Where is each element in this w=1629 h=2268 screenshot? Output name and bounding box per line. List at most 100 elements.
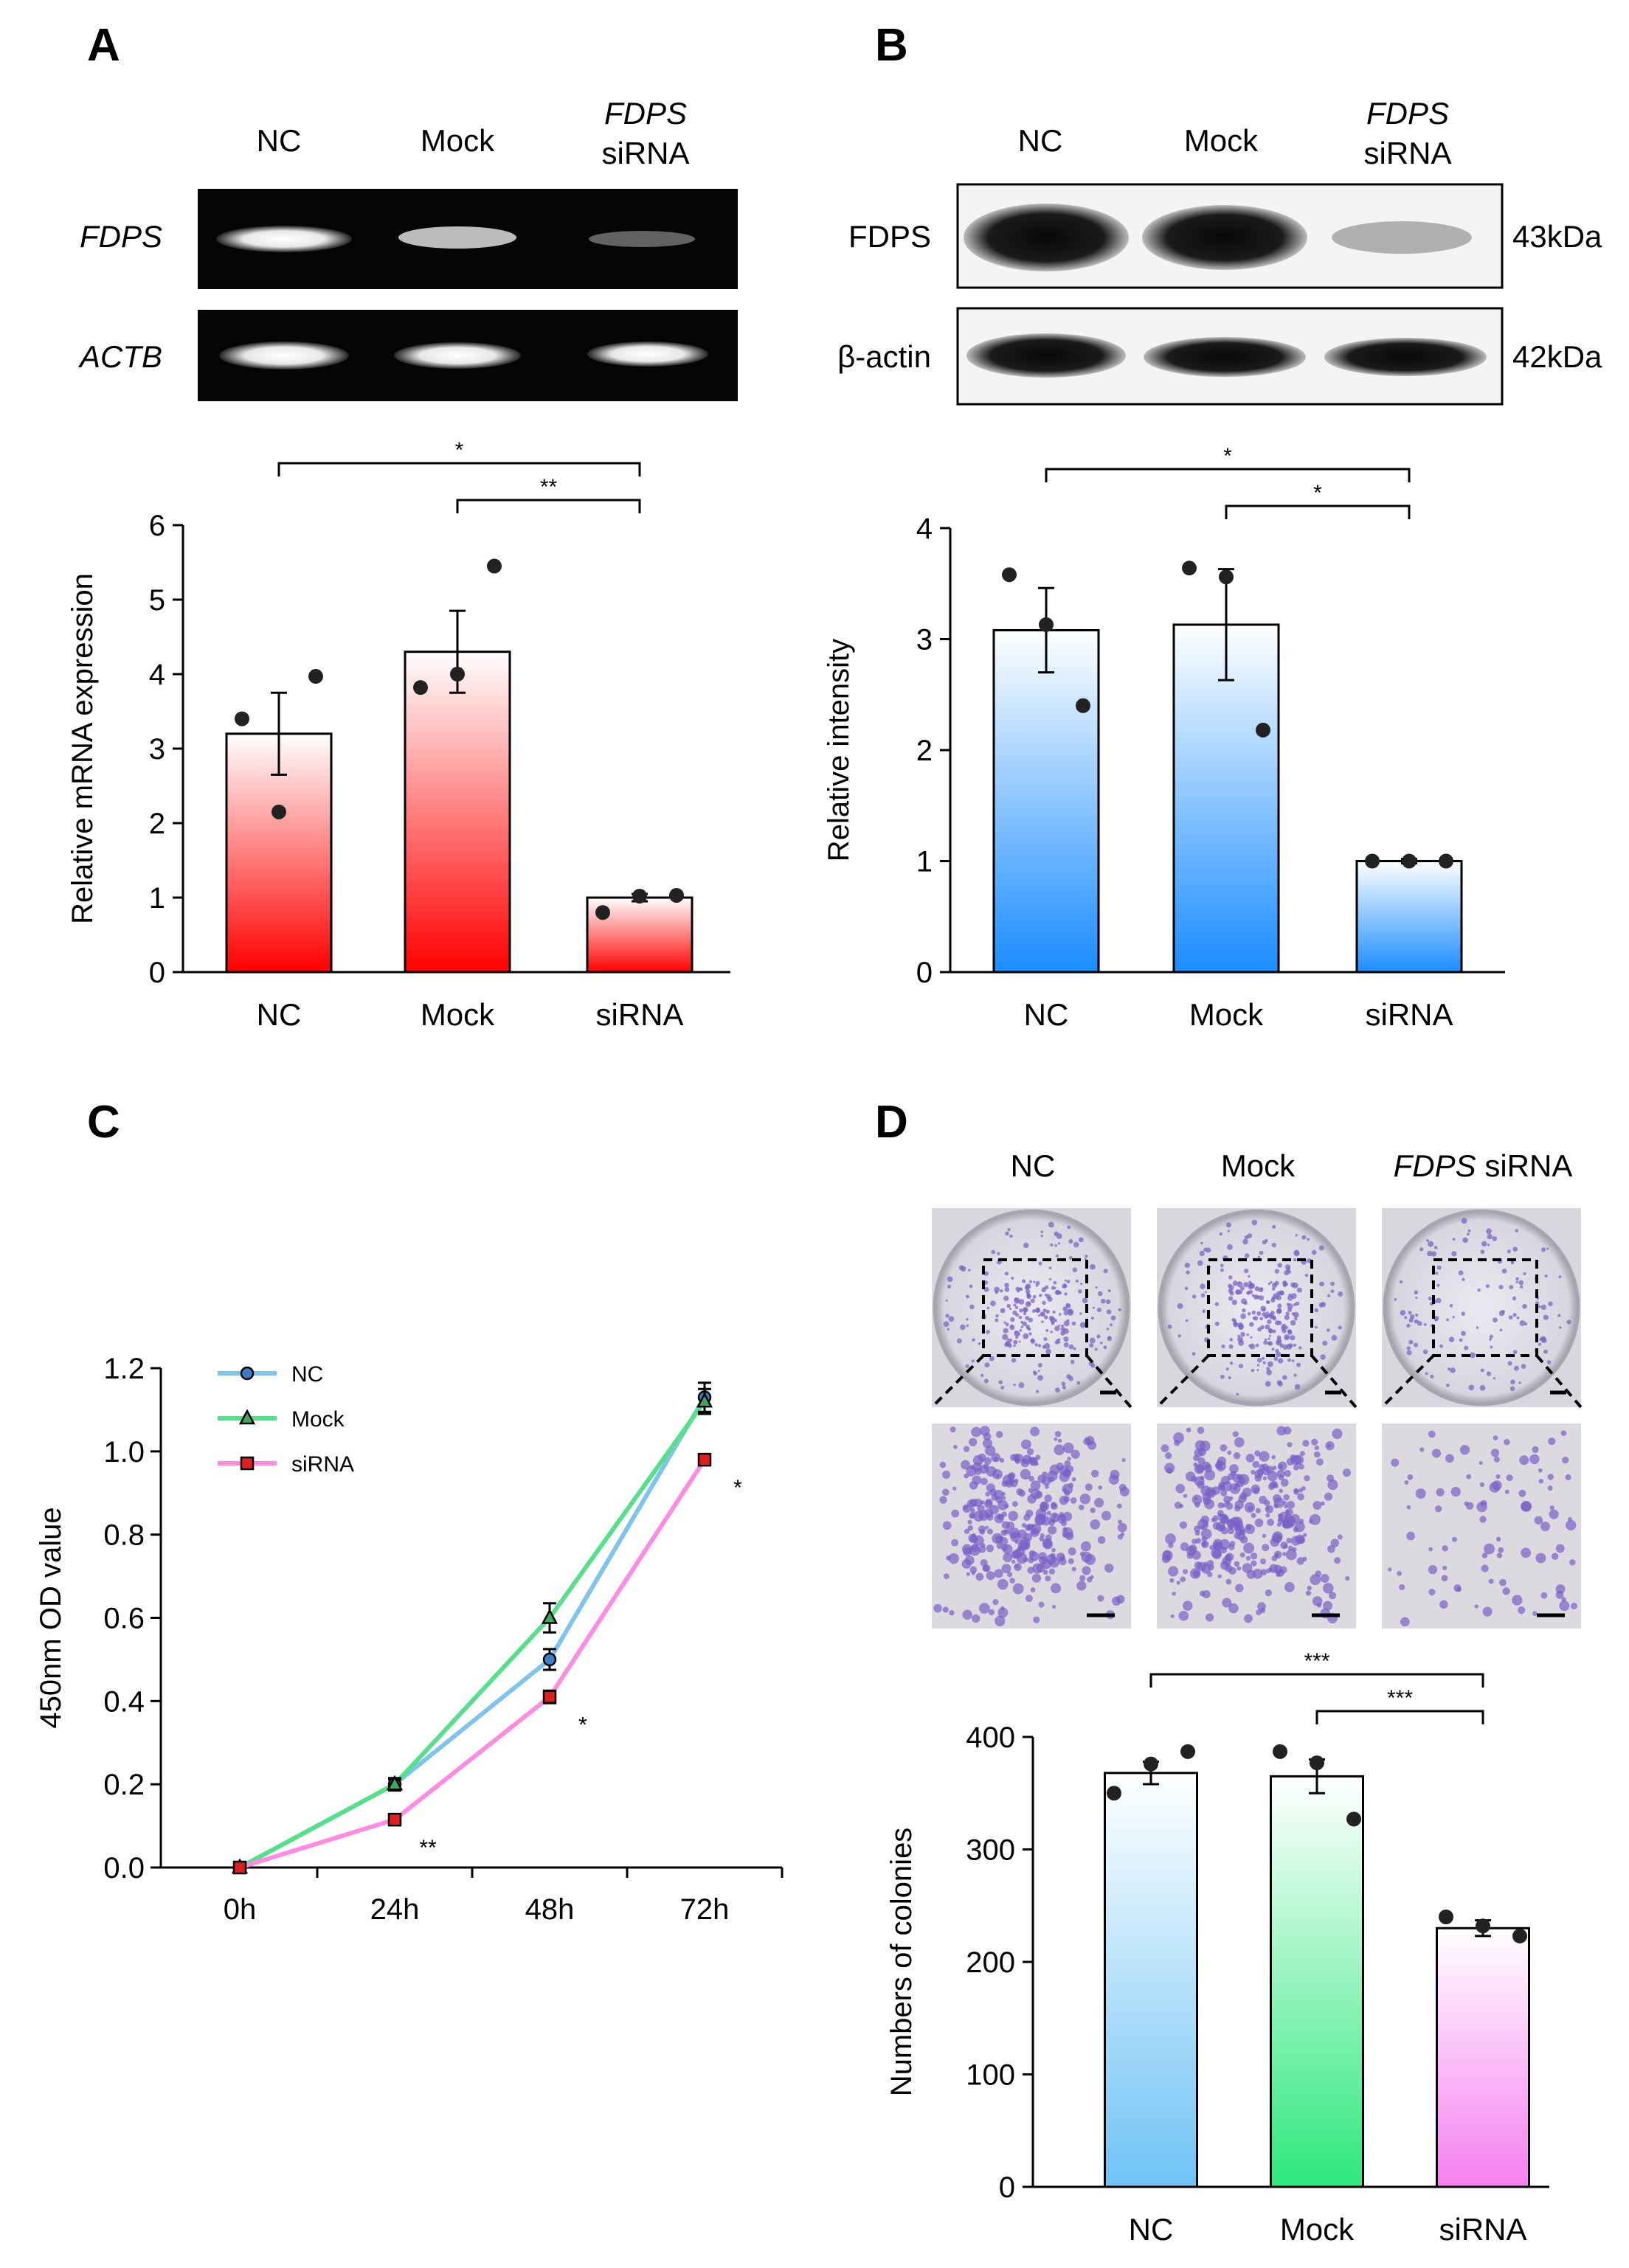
colony-dot bbox=[1294, 1384, 1301, 1390]
colony-dot bbox=[1066, 1280, 1071, 1284]
colony-zoom-dot bbox=[1002, 1496, 1006, 1500]
chart-a-significance-bracket bbox=[277, 462, 641, 476]
colony-dot bbox=[1296, 1362, 1301, 1367]
colony-dot bbox=[965, 1294, 969, 1299]
chart-a-x-tick-label: siRNA bbox=[595, 997, 683, 1032]
colony-zoom-dot bbox=[1193, 1454, 1200, 1461]
colony-zoom-dot bbox=[1555, 1590, 1564, 1599]
colony-dot bbox=[1251, 1368, 1255, 1373]
colony-zoom-dot bbox=[995, 1615, 1006, 1627]
colony-zoom-dot bbox=[1251, 1469, 1256, 1475]
colony-zoom-dot bbox=[971, 1426, 982, 1438]
colony-dot bbox=[1281, 1325, 1287, 1331]
colony-dot bbox=[1044, 1293, 1048, 1297]
colony-zoom-dot bbox=[1042, 1477, 1051, 1486]
chart-a-y-tick-label: 4 bbox=[149, 659, 165, 691]
colony-zoom-dot bbox=[1197, 1426, 1205, 1435]
chart-d-data-point bbox=[1439, 1910, 1453, 1924]
colony-dot bbox=[1419, 1247, 1424, 1252]
colony-zoom-dot bbox=[1484, 1543, 1495, 1555]
colony-zoom-dot bbox=[961, 1460, 971, 1470]
colony-zoom-dot bbox=[1451, 1536, 1458, 1542]
colony-zoom-dot bbox=[1284, 1581, 1295, 1592]
colony-dot bbox=[1000, 1385, 1005, 1390]
colony-zoom-dot bbox=[963, 1446, 970, 1452]
colony-dot bbox=[1251, 1219, 1258, 1226]
colony-dot bbox=[1220, 1268, 1224, 1272]
colony-dot bbox=[1045, 1309, 1050, 1314]
colony-zoom-dot bbox=[1251, 1513, 1256, 1519]
colony-zoom-dot bbox=[1529, 1454, 1540, 1465]
colony-dot bbox=[1005, 1231, 1009, 1236]
colony-dot bbox=[1423, 1322, 1427, 1326]
colony-dot bbox=[1512, 1246, 1518, 1252]
colony-zoom-dot bbox=[1062, 1488, 1067, 1492]
colony-zoom-dot bbox=[1048, 1557, 1059, 1568]
colony-zoom-dot bbox=[1021, 1439, 1031, 1450]
dish-zoom-guide bbox=[930, 1354, 985, 1409]
dish-label-nc: NC bbox=[1011, 1148, 1056, 1183]
chart-d-data-point bbox=[1512, 1928, 1527, 1943]
colony-dot bbox=[1265, 1381, 1271, 1387]
colony-zoom-dot bbox=[995, 1496, 1003, 1504]
chart-a-data-point bbox=[487, 558, 502, 574]
colony-dot bbox=[1295, 1234, 1298, 1237]
colony-zoom-dot bbox=[1506, 1474, 1513, 1482]
colony-dot bbox=[1458, 1270, 1464, 1276]
colony-dot bbox=[1063, 1342, 1069, 1348]
colony-dot bbox=[1541, 1247, 1546, 1252]
colony-dot bbox=[1293, 1343, 1297, 1348]
chart-c-x-tick-label: 72h bbox=[680, 1893, 730, 1926]
colony-zoom-dot bbox=[1222, 1556, 1232, 1567]
colony-zoom-dot bbox=[1104, 1563, 1114, 1573]
panel-d-images: NC Mock FDPS siRNA bbox=[930, 1148, 1583, 1629]
colony-zoom-dot bbox=[942, 1521, 952, 1530]
colony-dot bbox=[1277, 1320, 1282, 1325]
colony-zoom-dot bbox=[1211, 1517, 1216, 1522]
colony-zoom-dot bbox=[1283, 1494, 1290, 1501]
colony-zoom-dot bbox=[1316, 1458, 1324, 1466]
colony-zoom-dot bbox=[980, 1477, 988, 1485]
colony-dot bbox=[1011, 1358, 1017, 1363]
colony-dot bbox=[1255, 1343, 1259, 1348]
colony-zoom-dot bbox=[1192, 1494, 1203, 1505]
colony-dot bbox=[1010, 1317, 1015, 1322]
colony-dot bbox=[1330, 1289, 1335, 1294]
colony-zoom-dot bbox=[1287, 1500, 1296, 1509]
colony-dot bbox=[1459, 1338, 1463, 1342]
colony-dot bbox=[945, 1314, 950, 1318]
colony-dot bbox=[1408, 1311, 1412, 1315]
colony-dot bbox=[1271, 1283, 1277, 1289]
colony-dot bbox=[1014, 1305, 1019, 1309]
colony-dot bbox=[1296, 1287, 1302, 1293]
colony-zoom-dot bbox=[1071, 1567, 1076, 1572]
colony-dot bbox=[947, 1328, 950, 1331]
colony-zoom-dot bbox=[1518, 1606, 1526, 1615]
colony-dot bbox=[1431, 1251, 1436, 1257]
colony-dot bbox=[1399, 1280, 1403, 1284]
colony-dot bbox=[1311, 1249, 1317, 1255]
colony-zoom-dot bbox=[1323, 1583, 1334, 1594]
colony-zoom-dot bbox=[1436, 1488, 1445, 1497]
colony-dot bbox=[1014, 1297, 1018, 1302]
colony-zoom-dot bbox=[943, 1573, 950, 1580]
colony-dot bbox=[1185, 1319, 1189, 1322]
chart-d-bar-sirna bbox=[1436, 1927, 1530, 2188]
colony-zoom-dot bbox=[999, 1457, 1005, 1463]
colony-dot bbox=[1018, 1382, 1025, 1389]
colony-zoom-dot bbox=[1080, 1541, 1091, 1552]
dish-photo-plate bbox=[1383, 1209, 1580, 1407]
gel-band-actb-sirna bbox=[587, 341, 708, 367]
colony-dot bbox=[972, 1338, 975, 1342]
colony-dot bbox=[1057, 1242, 1061, 1245]
colony-dot bbox=[1292, 1282, 1298, 1289]
colony-dot bbox=[1039, 1294, 1042, 1297]
colony-dot bbox=[1177, 1303, 1183, 1309]
colony-dot bbox=[1266, 1369, 1272, 1376]
colony-zoom-dot bbox=[1003, 1529, 1008, 1534]
colony-dot bbox=[1246, 1291, 1251, 1295]
colony-zoom-dot bbox=[1199, 1440, 1211, 1452]
colony-zoom-dot bbox=[1328, 1592, 1337, 1600]
colony-dot bbox=[1490, 1345, 1493, 1349]
colony-dot bbox=[1106, 1309, 1112, 1314]
